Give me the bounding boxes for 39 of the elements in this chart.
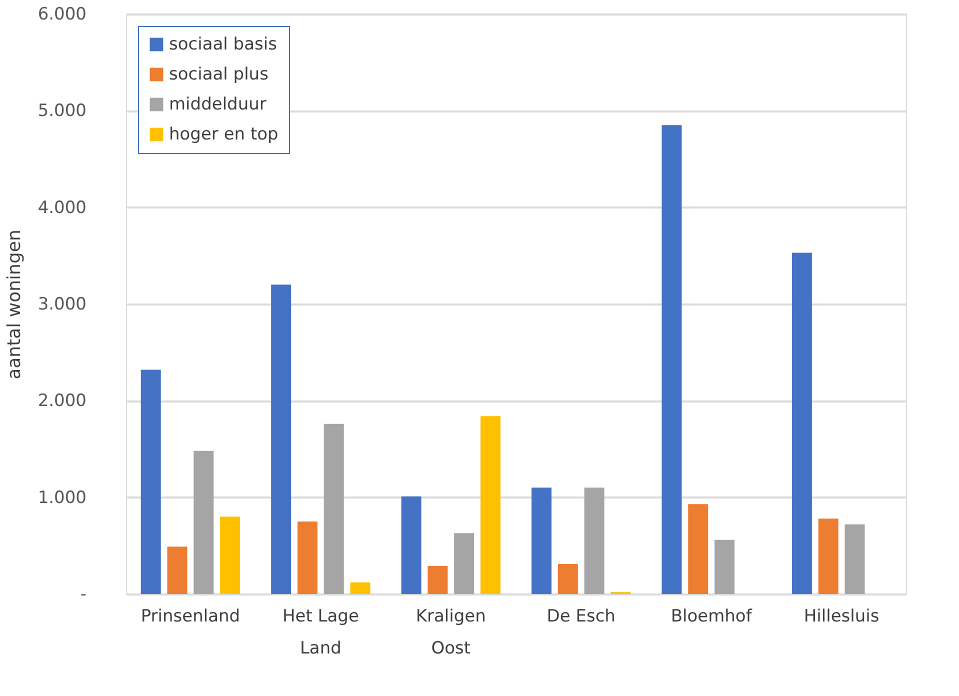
x-tick-label: Hillesluis — [804, 606, 880, 626]
bar — [558, 564, 578, 594]
bar — [792, 252, 812, 594]
bar — [714, 540, 735, 594]
x-tick-label: Prinsenland — [140, 606, 240, 626]
bar — [271, 284, 292, 594]
x-tick-label: Bloemhof — [670, 606, 753, 626]
legend-label: middelduur — [169, 94, 266, 114]
bar — [401, 496, 422, 594]
legend-label: hoger en top — [169, 124, 278, 144]
y-tick-label: 5.000 — [38, 101, 86, 122]
y-tick-label: 6.000 — [38, 4, 86, 24]
x-tick-label: Het Lage Land — [282, 606, 359, 658]
y-tick-label: - — [80, 584, 86, 604]
legend-label: sociaal plus — [169, 64, 269, 84]
y-tick-label: 3.000 — [38, 294, 86, 314]
bar — [662, 125, 682, 594]
bar — [454, 533, 474, 594]
bar — [350, 582, 370, 594]
x-tick-label: Kraligen Oost — [416, 606, 486, 658]
bar — [220, 516, 240, 594]
bar — [480, 416, 500, 594]
bar — [688, 504, 708, 594]
bar — [428, 566, 448, 594]
bar — [167, 546, 188, 594]
bar — [324, 424, 344, 594]
bar — [584, 488, 604, 594]
y-axis-title: aantal woningen — [4, 230, 25, 380]
bar — [194, 450, 214, 594]
bar — [818, 518, 838, 594]
bar — [532, 488, 552, 594]
x-tick-label: De Esch — [546, 606, 616, 626]
legend-label: sociaal basis — [169, 34, 278, 54]
y-tick-label: 2.000 — [38, 391, 86, 412]
bar — [140, 370, 161, 594]
bar — [844, 524, 865, 594]
y-tick-label: 4.000 — [38, 198, 86, 218]
bar — [297, 522, 318, 594]
y-tick-label: 1.000 — [38, 488, 86, 508]
